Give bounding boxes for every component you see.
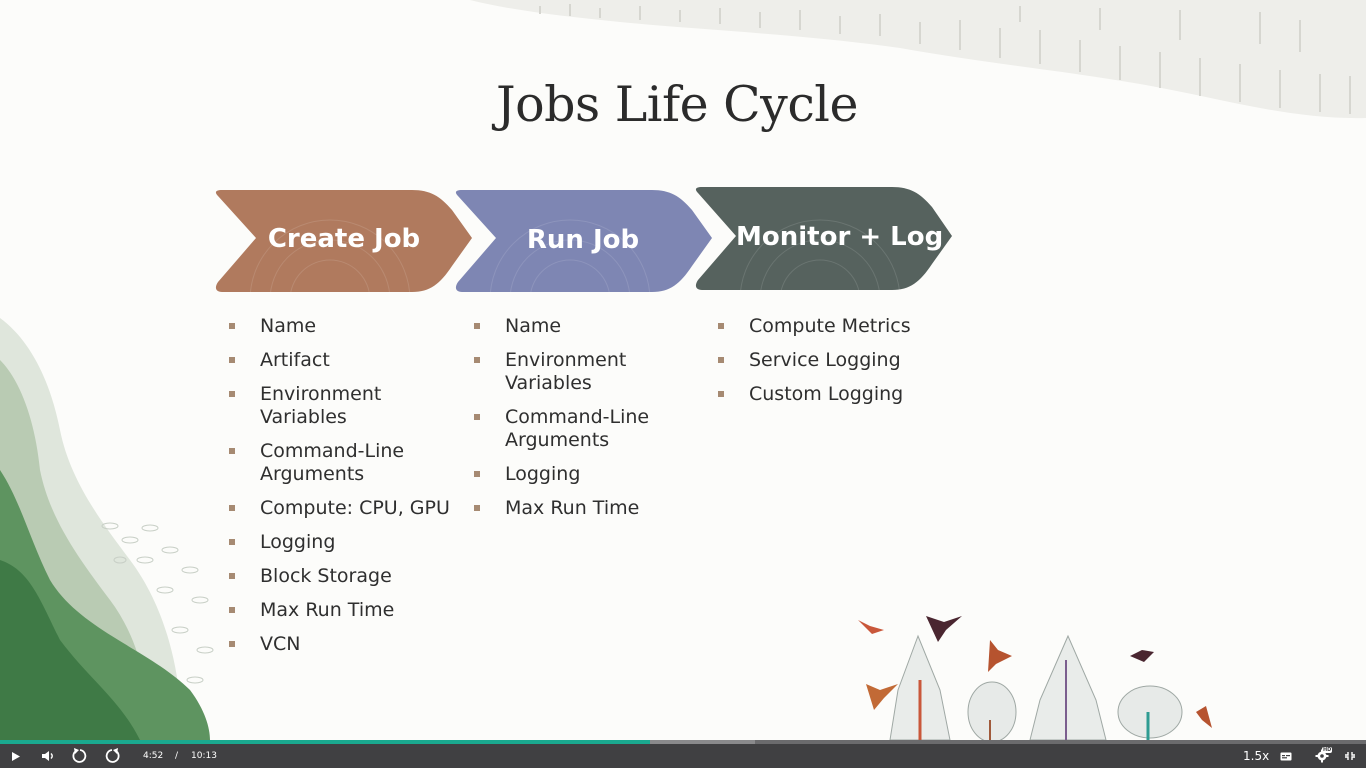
list-item: Compute Metrics: [718, 315, 958, 338]
rewind-button[interactable]: [68, 745, 92, 767]
create-job-label: Create Job: [267, 224, 421, 254]
list-item-text: Compute Metrics: [749, 315, 911, 337]
list-item: Logging: [474, 463, 714, 486]
list-item-text: Environment Variables: [260, 383, 382, 428]
list-item: Service Logging: [718, 349, 958, 372]
bullet-icon: [718, 323, 724, 329]
list-item-text: Service Logging: [749, 349, 901, 371]
list-item-text: Name: [505, 315, 562, 337]
forward-button[interactable]: [100, 745, 124, 767]
exit-fullscreen-icon: [1345, 752, 1355, 760]
run-job-label: Run Job: [526, 225, 640, 255]
run-job-list: Name Environment Variables Command-Line …: [474, 315, 714, 531]
list-item: Custom Logging: [718, 383, 958, 406]
list-item-text: Artifact: [260, 349, 330, 371]
list-item-text: Max Run Time: [260, 599, 395, 621]
play-button[interactable]: [6, 745, 26, 767]
monitor-log-chevron: [695, 187, 952, 290]
list-item: Max Run Time: [474, 497, 714, 520]
list-item: Command-Line Arguments: [229, 440, 410, 486]
create-job-list: Name Artifact Environment Variables Comm…: [229, 315, 459, 667]
bullet-icon: [229, 357, 235, 363]
list-item: Command-Line Arguments: [474, 406, 655, 452]
bullet-icon: [474, 357, 480, 363]
list-item-text: Custom Logging: [749, 383, 904, 405]
list-item-text: Command-Line Arguments: [260, 440, 405, 485]
list-item-text: Compute: CPU, GPU: [260, 497, 450, 519]
bullet-icon: [718, 391, 724, 397]
slide: Jobs Life Cycle Create Job Run Job Monit…: [0, 0, 1366, 740]
bullet-icon: [474, 414, 480, 420]
duration: 10:13: [191, 751, 217, 761]
settings-button[interactable]: HD: [1309, 745, 1335, 767]
list-item: Block Storage: [229, 565, 459, 588]
progress-played: [0, 740, 651, 744]
slide-title: Jobs Life Cycle: [496, 76, 858, 133]
hd-badge: HD: [1322, 747, 1333, 753]
time-separator: /: [175, 751, 179, 761]
list-item: Compute: CPU, GPU: [229, 497, 459, 520]
exit-fullscreen-button[interactable]: [1340, 745, 1360, 767]
monitor-log-label: Monitor + Log: [736, 222, 944, 252]
monitor-log-list: Compute Metrics Service Logging Custom L…: [718, 315, 958, 417]
list-item: Logging: [229, 531, 459, 554]
bullet-icon: [229, 641, 235, 647]
volume-button[interactable]: [37, 745, 59, 767]
bullet-icon: [229, 539, 235, 545]
forward-icon: [105, 748, 120, 763]
list-item: Name: [474, 315, 714, 338]
list-item: Environment Variables: [229, 383, 459, 429]
list-item: Name: [229, 315, 459, 338]
bullet-icon: [229, 505, 235, 511]
list-item-text: Logging: [505, 463, 581, 485]
bullet-icon: [474, 505, 480, 511]
slide-decoration: [0, 0, 1366, 740]
bullet-icon: [229, 323, 235, 329]
bullet-icon: [718, 357, 724, 363]
rewind-icon: [72, 748, 87, 763]
list-item-text: VCN: [260, 633, 301, 655]
bullet-icon: [474, 323, 480, 329]
list-item-text: Max Run Time: [505, 497, 640, 519]
captions-icon: [1280, 752, 1292, 760]
playback-speed-button[interactable]: 1.5x: [1243, 749, 1270, 763]
current-time: 4:52: [143, 751, 164, 761]
bullet-icon: [229, 573, 235, 579]
create-job-chevron: [215, 187, 952, 320]
list-item-text: Block Storage: [260, 565, 392, 587]
volume-icon: [42, 751, 53, 761]
list-item-text: Environment Variables: [505, 349, 627, 394]
captions-button[interactable]: [1278, 745, 1294, 767]
player-control-bar: [0, 740, 1366, 768]
list-item: Artifact: [229, 349, 459, 372]
bullet-icon: [229, 607, 235, 613]
list-item-text: Logging: [260, 531, 336, 553]
list-item-text: Command-Line Arguments: [505, 406, 650, 451]
list-item-text: Name: [260, 315, 317, 337]
list-item: Environment Variables: [474, 349, 714, 395]
run-job-chevron: [455, 190, 712, 292]
bullet-icon: [229, 391, 235, 397]
bullet-icon: [474, 471, 480, 477]
play-icon: [12, 751, 20, 761]
list-item: VCN: [229, 633, 459, 656]
list-item: Max Run Time: [229, 599, 459, 622]
bullet-icon: [229, 448, 235, 454]
